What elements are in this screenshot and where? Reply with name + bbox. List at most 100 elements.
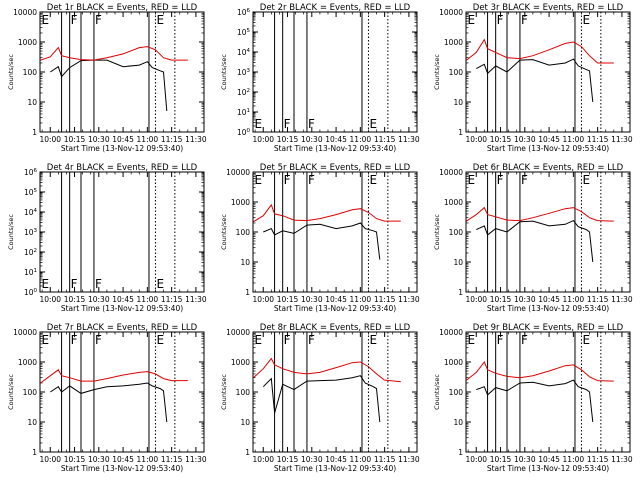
marker-f: F (521, 13, 528, 27)
x-tick-label: 10:15 (490, 295, 512, 304)
x-tick-label: 10:45 (538, 295, 560, 304)
marker-e: E (42, 277, 50, 291)
x-tick-label: 11:15 (587, 455, 609, 464)
x-axis-label: Start Time (13-Nov-12 09:53:40) (61, 144, 183, 153)
marker-e: E (468, 173, 476, 187)
marker-f: F (71, 333, 78, 347)
y-axis-label: Counts/sec (7, 54, 15, 90)
y-tick-label: 1000 (444, 358, 463, 367)
panel-title: Det 8r BLACK = Events, RED = LLD (260, 323, 411, 333)
y-tick-label: 1000 (444, 198, 463, 207)
y-tick-label: 100 (449, 68, 464, 77)
y-tick-label: 100 (236, 228, 251, 237)
marker-f: F (497, 173, 504, 187)
events-series-line (476, 219, 594, 263)
x-tick-label: 10:30 (88, 455, 110, 464)
marker-e: E (255, 173, 263, 187)
x-tick-label: 10:45 (112, 135, 134, 144)
marker-f: F (308, 117, 315, 131)
y-tick-label: 1 (458, 288, 463, 297)
marker-f: F (308, 173, 315, 187)
x-tick-label: 10:15 (64, 295, 86, 304)
x-tick-label: 10:15 (64, 135, 86, 144)
marker-e: E (156, 13, 164, 27)
plot-frame (252, 11, 418, 133)
y-tick-label: 103 (24, 228, 38, 237)
plot-frame (39, 11, 205, 133)
panel-det-1r: Det 1r BLACK = Events, RED = LLD 1 10 100 10… (7, 3, 207, 153)
plot-frame (252, 331, 418, 453)
marker-e: E (156, 277, 164, 291)
y-tick-label: 1 (32, 128, 37, 137)
panel-det-9r: Det 9r BLACK = Events, RED = LLD 1 10 100 10… (433, 323, 633, 473)
x-axis-label: Start Time (13-Nov-12 09:53:40) (61, 304, 183, 313)
panel-title: Det 3r BLACK = Events, RED = LLD (473, 3, 624, 13)
x-tick-label: 10:00 (39, 295, 61, 304)
y-axis-label: Counts/sec (433, 214, 441, 250)
y-tick-label: 1 (458, 448, 463, 457)
panel-det-3r: Det 3r BLACK = Events, RED = LLD 1 10 100 10… (433, 3, 633, 153)
x-tick-label: 10:15 (490, 455, 512, 464)
x-tick-label: 11:00 (350, 135, 372, 144)
y-tick-label: 10 (453, 418, 463, 427)
events-series-line (50, 59, 168, 112)
y-tick-label: 10000 (439, 8, 463, 17)
x-tick-label: 11:30 (611, 455, 633, 464)
y-tick-label: 102 (24, 248, 37, 257)
marker-f: F (497, 333, 504, 347)
panel-det-2r: Det 2r BLACK = Events, RED = LLD 100 101 10… (220, 3, 420, 153)
x-tick-label: 11:00 (350, 455, 372, 464)
marker-f: F (95, 277, 102, 291)
panel-det-6r: Det 6r BLACK = Events, RED = LLD 1 10 100 10… (433, 163, 633, 313)
y-tick-label: 100 (237, 128, 251, 137)
y-axis-label: Counts/sec (220, 374, 228, 410)
x-tick-label: 10:30 (514, 135, 536, 144)
y-tick-label: 103 (237, 68, 251, 77)
panel-title: Det 6r BLACK = Events, RED = LLD (473, 163, 624, 173)
events-series-line (476, 58, 594, 103)
marker-e: E (369, 117, 377, 131)
marker-f: F (71, 13, 78, 27)
x-tick-label: 11:30 (185, 455, 207, 464)
events-series-line (476, 379, 594, 423)
x-tick-label: 11:15 (587, 135, 609, 144)
x-tick-label: 11:00 (563, 455, 585, 464)
x-tick-label: 11:30 (398, 135, 420, 144)
panel-title: Det 5r BLACK = Events, RED = LLD (260, 163, 411, 173)
x-tick-label: 10:15 (277, 135, 299, 144)
marker-e: E (156, 333, 164, 347)
y-tick-label: 10 (240, 418, 250, 427)
x-tick-label: 11:15 (161, 455, 183, 464)
x-tick-label: 10:45 (112, 295, 134, 304)
y-tick-label: 100 (23, 388, 38, 397)
x-tick-label: 10:00 (465, 455, 487, 464)
y-tick-label: 100 (236, 388, 251, 397)
y-tick-label: 102 (237, 88, 250, 97)
x-tick-label: 11:30 (185, 135, 207, 144)
plot-frame (465, 11, 631, 133)
x-tick-label: 10:45 (325, 455, 347, 464)
x-tick-label: 10:15 (490, 135, 512, 144)
x-tick-label: 11:15 (161, 135, 183, 144)
x-tick-label: 11:30 (611, 135, 633, 144)
panel-det-8r: Det 8r BLACK = Events, RED = LLD 1 10 100 10… (220, 323, 420, 473)
y-tick-label: 1 (458, 128, 463, 137)
x-tick-label: 10:00 (252, 295, 274, 304)
marker-e: E (582, 333, 590, 347)
y-tick-label: 1 (245, 448, 250, 457)
lld-series-line (40, 369, 188, 384)
y-tick-label: 1000 (231, 358, 250, 367)
y-tick-label: 1000 (231, 198, 250, 207)
y-tick-label: 10000 (13, 8, 37, 17)
panel-title: Det 9r BLACK = Events, RED = LLD (473, 323, 624, 333)
x-tick-label: 11:00 (350, 295, 372, 304)
y-tick-label: 1000 (444, 38, 463, 47)
y-tick-label: 1000 (18, 358, 37, 367)
y-tick-label: 10000 (226, 168, 250, 177)
x-axis-label: Start Time (13-Nov-12 09:53:40) (487, 464, 609, 473)
x-tick-label: 11:00 (137, 295, 159, 304)
panel-title: Det 7r BLACK = Events, RED = LLD (47, 323, 198, 333)
x-tick-label: 11:15 (161, 295, 183, 304)
marker-f: F (71, 277, 78, 291)
